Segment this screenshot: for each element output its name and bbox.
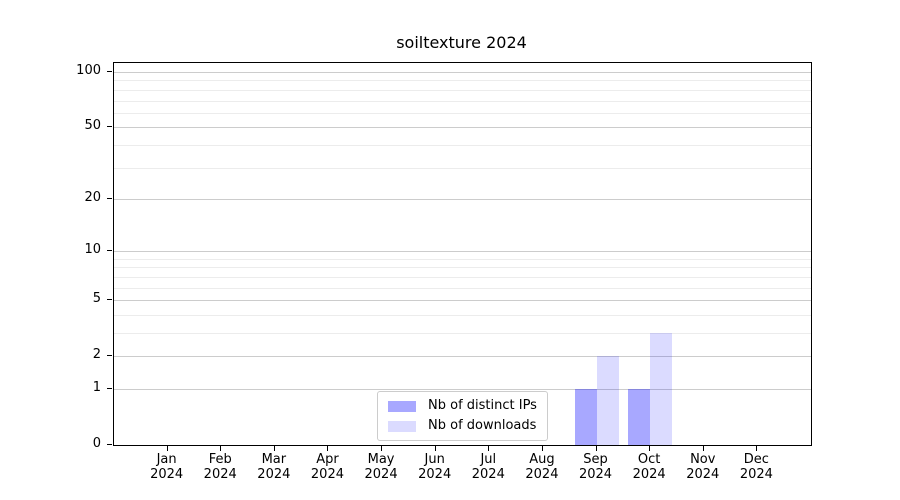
y-tick-label: 0 [92,436,101,451]
gridline-minor [114,258,811,260]
x-tick-mark [649,446,651,451]
y-tick-mark [107,355,112,357]
legend-swatch-downloads [388,420,416,432]
legend-label-downloads: Nb of downloads [428,418,537,433]
x-tick-label: Mar 2024 [257,452,291,482]
bar-downloads-sep [596,356,619,445]
x-tick-mark [166,446,168,451]
x-tick-mark [220,446,222,451]
gridline-minor [114,167,811,169]
legend: Nb of distinct IPs Nb of downloads [377,391,548,441]
legend-label-distinct-ips: Nb of distinct IPs [428,398,537,413]
x-tick-mark [273,446,275,451]
y-tick-mark [107,444,112,445]
x-tick-label: Jun 2024 [418,452,452,482]
x-tick-label: Apr 2024 [310,452,344,482]
x-tick-label: Nov 2024 [686,452,720,482]
gridline-minor [114,332,811,334]
gridline-minor [114,144,811,146]
x-tick-mark [327,446,329,451]
y-tick-label: 50 [84,118,101,134]
y-tick-label: 100 [76,63,101,79]
bar-distinct-ips-sep [574,389,597,445]
y-tick-mark [107,197,112,199]
x-tick-mark [488,446,490,451]
bar-distinct-ips-oct [628,389,651,445]
gridline-major [114,388,811,390]
x-tick-mark [541,446,543,451]
x-tick-label: Dec 2024 [739,452,773,482]
gridline-minor [114,80,811,82]
gridline-major [114,356,811,358]
x-tick-mark [756,446,758,451]
y-tick-label: 10 [84,242,101,258]
gridline-major [114,251,811,253]
chart-title: soiltexture 2024 [396,33,527,52]
y-tick-mark [107,387,112,389]
gridline-minor [114,287,811,289]
x-tick-label: Jul 2024 [471,452,505,482]
gridline-minor [114,267,811,269]
gridline-major [114,127,811,129]
gridline-minor [114,276,811,278]
x-tick-label: Aug 2024 [525,452,559,482]
gridline-minor [114,112,811,114]
gridline-minor [114,314,811,316]
x-tick-label: Feb 2024 [203,452,237,482]
y-tick-label: 20 [84,189,101,205]
gridline-minor [114,89,811,91]
legend-swatch-distinct-ips [388,400,416,412]
y-tick-mark [107,71,112,73]
gridline-major [114,72,811,74]
y-tick-label: 5 [92,291,101,307]
bar-downloads-oct [650,332,673,445]
plot-area [113,62,812,446]
gridline-major [114,300,811,302]
legend-row-distinct-ips: Nb of distinct IPs [388,398,537,414]
x-tick-label: Sep 2024 [578,452,613,482]
legend-row-downloads: Nb of downloads [388,418,537,434]
y-tick-label: 1 [92,379,101,395]
x-tick-mark [595,446,597,451]
y-tick-mark [107,299,112,301]
x-tick-mark [381,446,383,451]
y-tick-mark [107,250,112,252]
gridline-minor [114,100,811,102]
x-tick-mark [434,446,436,451]
x-tick-label: Oct 2024 [632,452,666,482]
x-tick-label: Jan 2024 [150,452,184,482]
gridline-major [114,198,811,200]
x-tick-label: May 2024 [364,452,398,482]
y-tick-mark [107,126,112,128]
y-tick-label: 2 [92,347,101,363]
x-tick-mark [702,446,704,451]
